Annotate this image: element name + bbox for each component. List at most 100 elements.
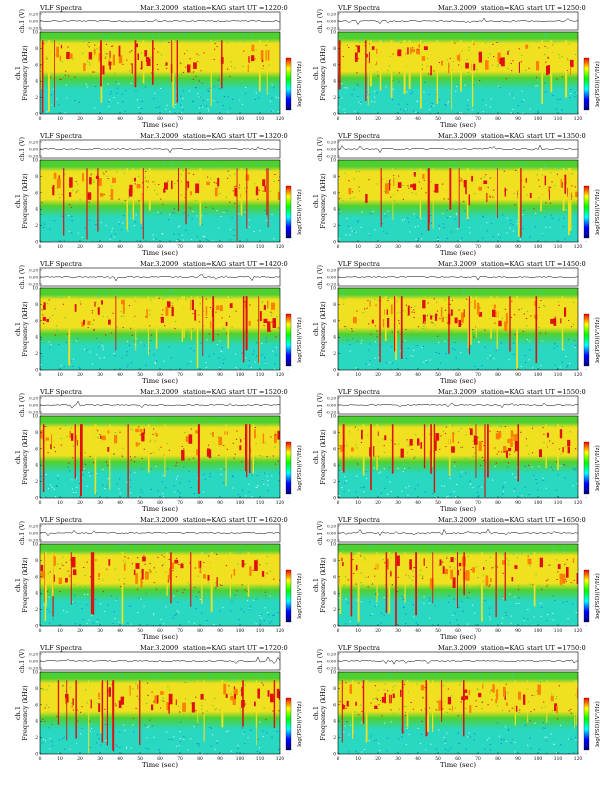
spectrogram-speckle xyxy=(164,487,167,489)
spectrogram-streak xyxy=(540,168,542,212)
spectrogram-speckle xyxy=(114,432,117,433)
spectrogram-blotch xyxy=(355,564,358,571)
spectrogram-speckle xyxy=(223,211,225,213)
spectrogram-speckle xyxy=(469,232,471,234)
spectrogram-speckle xyxy=(362,312,364,314)
spectrogram-speckle xyxy=(514,596,516,598)
spectrogram-speckle xyxy=(524,486,526,488)
spectrogram-speckle xyxy=(361,585,363,587)
spectrogram-blotch xyxy=(83,63,86,72)
spectrogram-speckle xyxy=(256,751,259,752)
spectrogram-speckle xyxy=(444,104,446,105)
spectrogram-speckle xyxy=(122,544,124,546)
spectrogram-speckle xyxy=(552,549,555,551)
spectrogram-speckle xyxy=(98,578,100,580)
spectrogram-speckle xyxy=(113,97,115,99)
spectrogram-speckle xyxy=(130,327,132,329)
spectrogram-speckle xyxy=(241,584,243,586)
spectrogram-speckle xyxy=(364,32,366,34)
spectrogram-speckle xyxy=(60,365,62,367)
spectrogram-speckle xyxy=(510,622,512,624)
spectrogram-speckle xyxy=(79,586,81,588)
spectrogram-speckle xyxy=(341,487,343,489)
spectrogram-speckle xyxy=(185,673,187,675)
spectrogram-speckle xyxy=(344,482,346,484)
spectrogram-speckle xyxy=(255,459,258,461)
spectrogram-speckle xyxy=(50,94,52,96)
spectrogram-speckle xyxy=(436,301,438,303)
spectrogram-speckle xyxy=(262,301,264,303)
spectrogram-streak xyxy=(484,424,486,498)
spectrogram-speckle xyxy=(155,466,157,468)
spectrogram-speckle xyxy=(266,219,268,221)
spectrogram-speckle xyxy=(445,496,447,498)
spectrogram-blotch xyxy=(439,559,442,566)
spectrogram-speckle xyxy=(559,57,561,59)
spectrogram-blotch xyxy=(388,571,392,577)
spectrogram-speckle xyxy=(83,348,86,350)
spectrogram-speckle xyxy=(414,567,416,568)
spectrogram-speckle xyxy=(102,346,104,348)
spectrogram-speckle xyxy=(555,489,558,491)
spectrogram-blotch xyxy=(123,563,126,571)
spectrogram-speckle xyxy=(444,299,446,301)
spectrogram-speckle xyxy=(483,460,485,461)
spectrogram-speckle xyxy=(572,485,574,487)
spectrogram-speckle xyxy=(552,549,554,551)
spectrogram-blotch xyxy=(353,316,357,324)
spectrogram-blotch xyxy=(440,307,443,318)
spectrogram-speckle xyxy=(367,434,369,436)
spectrogram-speckle xyxy=(65,690,67,692)
spectrogram-speckle xyxy=(400,350,402,352)
spectrogram-speckle xyxy=(160,460,162,462)
spectrogram-speckle xyxy=(277,327,280,329)
spectrogram-speckle xyxy=(478,585,480,587)
spectrogram-speckle xyxy=(434,605,436,607)
spectrogram-streak xyxy=(463,552,465,596)
spectrogram-speckle xyxy=(84,35,86,37)
spectrogram-speckle xyxy=(184,32,187,34)
spectrogram-speckle xyxy=(69,470,71,472)
spectrogram-speckle xyxy=(390,196,392,198)
spectrogram-speckle xyxy=(105,53,107,55)
spectrogram-speckle xyxy=(507,692,509,694)
spectrogram-speckle xyxy=(231,678,234,680)
frequency-tick-label: 0 xyxy=(333,497,336,502)
spectrogram-streak xyxy=(401,680,404,734)
waveform-trace xyxy=(39,273,281,282)
waveform-tick-label: -0.20 xyxy=(28,154,39,159)
spectrogram-speckle xyxy=(120,544,122,546)
frequency-tick-label: 4 xyxy=(333,336,336,341)
spectrogram-speckle xyxy=(491,699,493,701)
spectrogram-speckle xyxy=(229,107,231,109)
panel-date: Mar.3.2009 xyxy=(140,644,178,652)
spectrogram-speckle xyxy=(472,487,474,489)
spectrogram-blotch xyxy=(376,61,378,65)
spectrogram-speckle xyxy=(107,690,109,692)
spectrogram-blotch xyxy=(94,301,96,307)
spectrogram-speckle xyxy=(367,300,369,302)
spectrogram-speckle xyxy=(170,161,172,163)
spectrogram-speckle xyxy=(233,680,235,682)
spectrogram-speckle xyxy=(464,32,466,34)
spectrogram-speckle xyxy=(257,739,259,741)
spectrogram-speckle xyxy=(72,601,74,603)
spectrogram-speckle xyxy=(430,321,432,323)
spectrogram-speckle xyxy=(244,684,246,686)
spectrogram-streak xyxy=(550,40,553,93)
spectrogram-speckle xyxy=(204,478,206,480)
spectrogram-speckle xyxy=(492,479,494,481)
spectrogram-speckle xyxy=(370,333,372,335)
spectrogram-speckle xyxy=(90,727,92,729)
spectrogram-speckle xyxy=(122,222,124,224)
spectrogram-blotch xyxy=(357,45,360,53)
colorbar xyxy=(285,441,292,495)
spectrogram-speckle xyxy=(96,621,98,623)
spectrogram-speckle xyxy=(205,367,208,369)
spectrogram-blotch xyxy=(567,439,571,447)
time-tick-label: 40 xyxy=(415,501,421,506)
spectrogram-speckle xyxy=(86,485,88,487)
spectrogram-speckle xyxy=(349,431,351,433)
frequency-tick-label: 10 xyxy=(330,31,336,36)
